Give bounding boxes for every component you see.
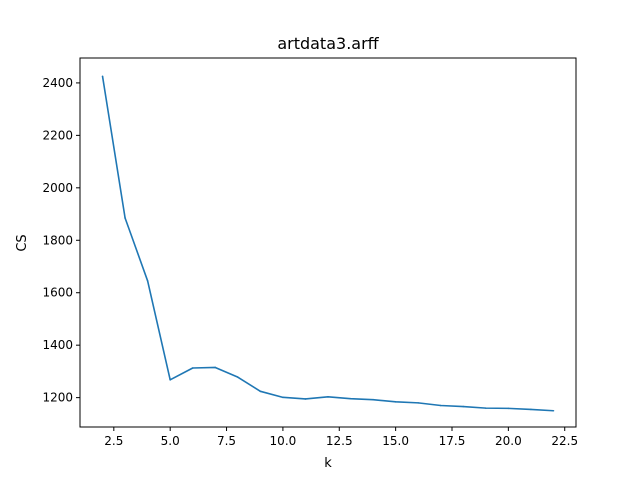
data-point	[507, 407, 510, 410]
y-tick-label: 1800	[42, 233, 73, 247]
data-point	[191, 367, 194, 369]
y-tick-label: 1400	[42, 338, 73, 352]
data-point	[394, 401, 397, 403]
x-tick-label: 15.0	[382, 434, 409, 448]
axes-frame	[79, 57, 577, 428]
y-tick-label: 1600	[42, 286, 73, 300]
data-point	[327, 396, 329, 398]
data-point	[552, 409, 555, 412]
y-axis-label: CS	[15, 234, 30, 251]
data-point	[372, 398, 374, 401]
data-point	[259, 390, 262, 393]
data-point	[485, 407, 487, 409]
data-point	[530, 408, 532, 411]
x-tick-label: 2.5	[104, 434, 123, 448]
y-axis-ticks: 1200 1400 1600 1800 2000 2200 2400	[42, 76, 80, 405]
data-point	[146, 280, 149, 282]
chart-title: artdata3.arff	[277, 34, 379, 53]
y-tick-label: 1200	[42, 391, 73, 405]
data-point	[169, 378, 171, 381]
data-point	[282, 396, 284, 399]
y-tick-label: 2400	[42, 76, 73, 90]
data-point	[462, 405, 465, 408]
x-axis-label: k	[324, 456, 332, 471]
data-point	[417, 402, 419, 404]
x-tick-label: 17.5	[439, 434, 466, 448]
data-point	[349, 397, 352, 400]
x-tick-label: 20.0	[495, 434, 522, 448]
plot-area	[101, 75, 555, 412]
data-point	[304, 398, 307, 400]
x-tick-label: 5.0	[161, 434, 180, 448]
data-point	[124, 217, 126, 219]
x-tick-label: 12.5	[326, 434, 353, 448]
y-tick-label: 2200	[42, 128, 73, 142]
x-tick-label: 22.5	[551, 434, 578, 448]
x-tick-label: 7.5	[217, 434, 236, 448]
data-point	[101, 75, 104, 78]
data-point	[439, 404, 442, 407]
data-point	[214, 366, 217, 369]
y-tick-label: 2000	[42, 181, 73, 195]
x-axis-ticks: 2.5 5.0 7.5 10.0 12.5 15.0 17.5 20.0 22.5	[104, 427, 578, 448]
data-point	[237, 376, 239, 378]
x-tick-label: 10.0	[270, 434, 297, 448]
